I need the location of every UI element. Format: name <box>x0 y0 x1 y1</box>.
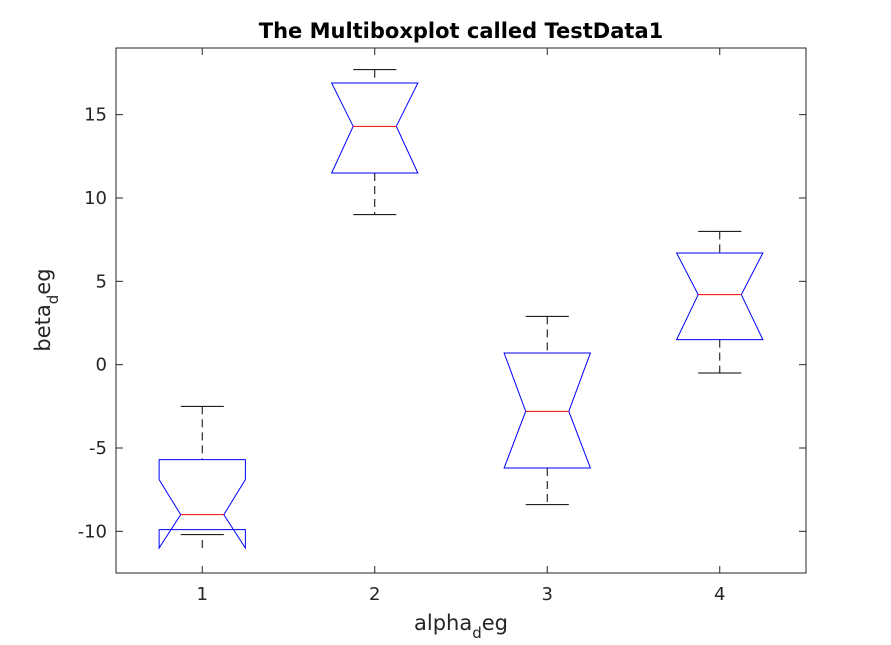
box-group <box>675 230 764 374</box>
x-tick-label: 1 <box>197 584 208 605</box>
y-axis-label: betadeg <box>31 268 62 351</box>
y-axis-label-tail: eg <box>31 268 55 294</box>
x-axis-label-tail: eg <box>482 611 508 635</box>
axes-frame <box>115 47 807 574</box>
box-group <box>330 69 419 216</box>
y-axis-label-main: beta <box>31 304 55 351</box>
x-tick-label: 4 <box>714 584 725 605</box>
box-group <box>503 315 592 506</box>
x-axis-label-sub: d <box>472 624 482 642</box>
y-axis: -10 -5 0 5 10 15 <box>78 105 806 542</box>
x-axis-label-main: alpha <box>414 611 472 635</box>
plot-area <box>116 48 806 573</box>
chart-title: The Multiboxplot called TestData1 <box>259 19 663 43</box>
y-tick-label: 5 <box>96 271 107 292</box>
y-axis-label-sub: d <box>44 295 62 305</box>
box-group <box>158 405 246 550</box>
y-tick-label: -5 <box>89 438 107 459</box>
y-tick-label: 15 <box>84 105 107 126</box>
x-axis: 1 2 3 4 <box>197 48 725 605</box>
y-tick-label: 10 <box>84 188 107 209</box>
boxes-layer <box>158 69 764 550</box>
y-tick-label: 0 <box>96 355 107 376</box>
x-tick-label: 3 <box>542 584 553 605</box>
notched-box <box>158 459 246 550</box>
y-tick-label: -10 <box>78 521 107 542</box>
x-tick-label: 2 <box>369 584 380 605</box>
x-axis-label: alphadeg <box>414 611 508 642</box>
